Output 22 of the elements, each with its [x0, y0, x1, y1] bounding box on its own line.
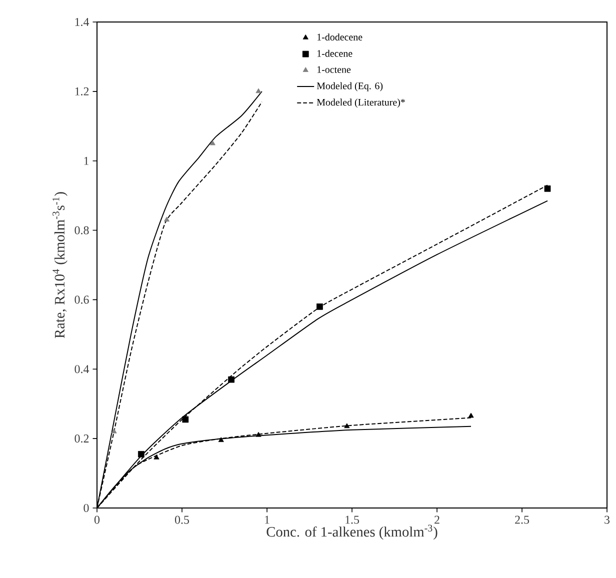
legend-label: 1-octene — [317, 66, 351, 73]
legend-label: 1-dodecene — [317, 33, 362, 40]
x-tick-label: 0.5 — [174, 516, 190, 524]
y-axis-title: Rate, Rx10$^{4}$ (kmolm$^{-3}$s$^{-1}$) — [52, 192, 68, 338]
y-tick-label: 1 — [84, 156, 89, 165]
legend-label: Modeled (Eq. 6) — [316, 82, 383, 92]
x-tick-label: 2 — [434, 516, 440, 524]
y-tick-label: 1.4 — [75, 18, 90, 26]
legend-label: 1-decene — [317, 50, 352, 57]
y-tick-label: 0 — [84, 504, 89, 512]
y-tick-label: 0.2 — [74, 434, 89, 443]
x-tick-label: 1 — [265, 516, 270, 524]
x-tick-label: 1.5 — [346, 516, 360, 524]
x-tick-label: 0 — [94, 516, 100, 524]
x-tick-label: 2.5 — [515, 516, 530, 524]
y-tick-label: 0.6 — [74, 296, 89, 304]
y-tick-label: 0.8 — [74, 226, 89, 234]
x-axis-title: Conc. of 1-alkenes (kmolm$^{-3}$) — [266, 524, 438, 540]
y-tick-label: 0.4 — [74, 365, 90, 374]
legend-label: Modeled (Literature)* — [316, 98, 405, 108]
y-tick-label: 1.2 — [75, 87, 89, 96]
x-tick-label: 3 — [604, 516, 610, 524]
